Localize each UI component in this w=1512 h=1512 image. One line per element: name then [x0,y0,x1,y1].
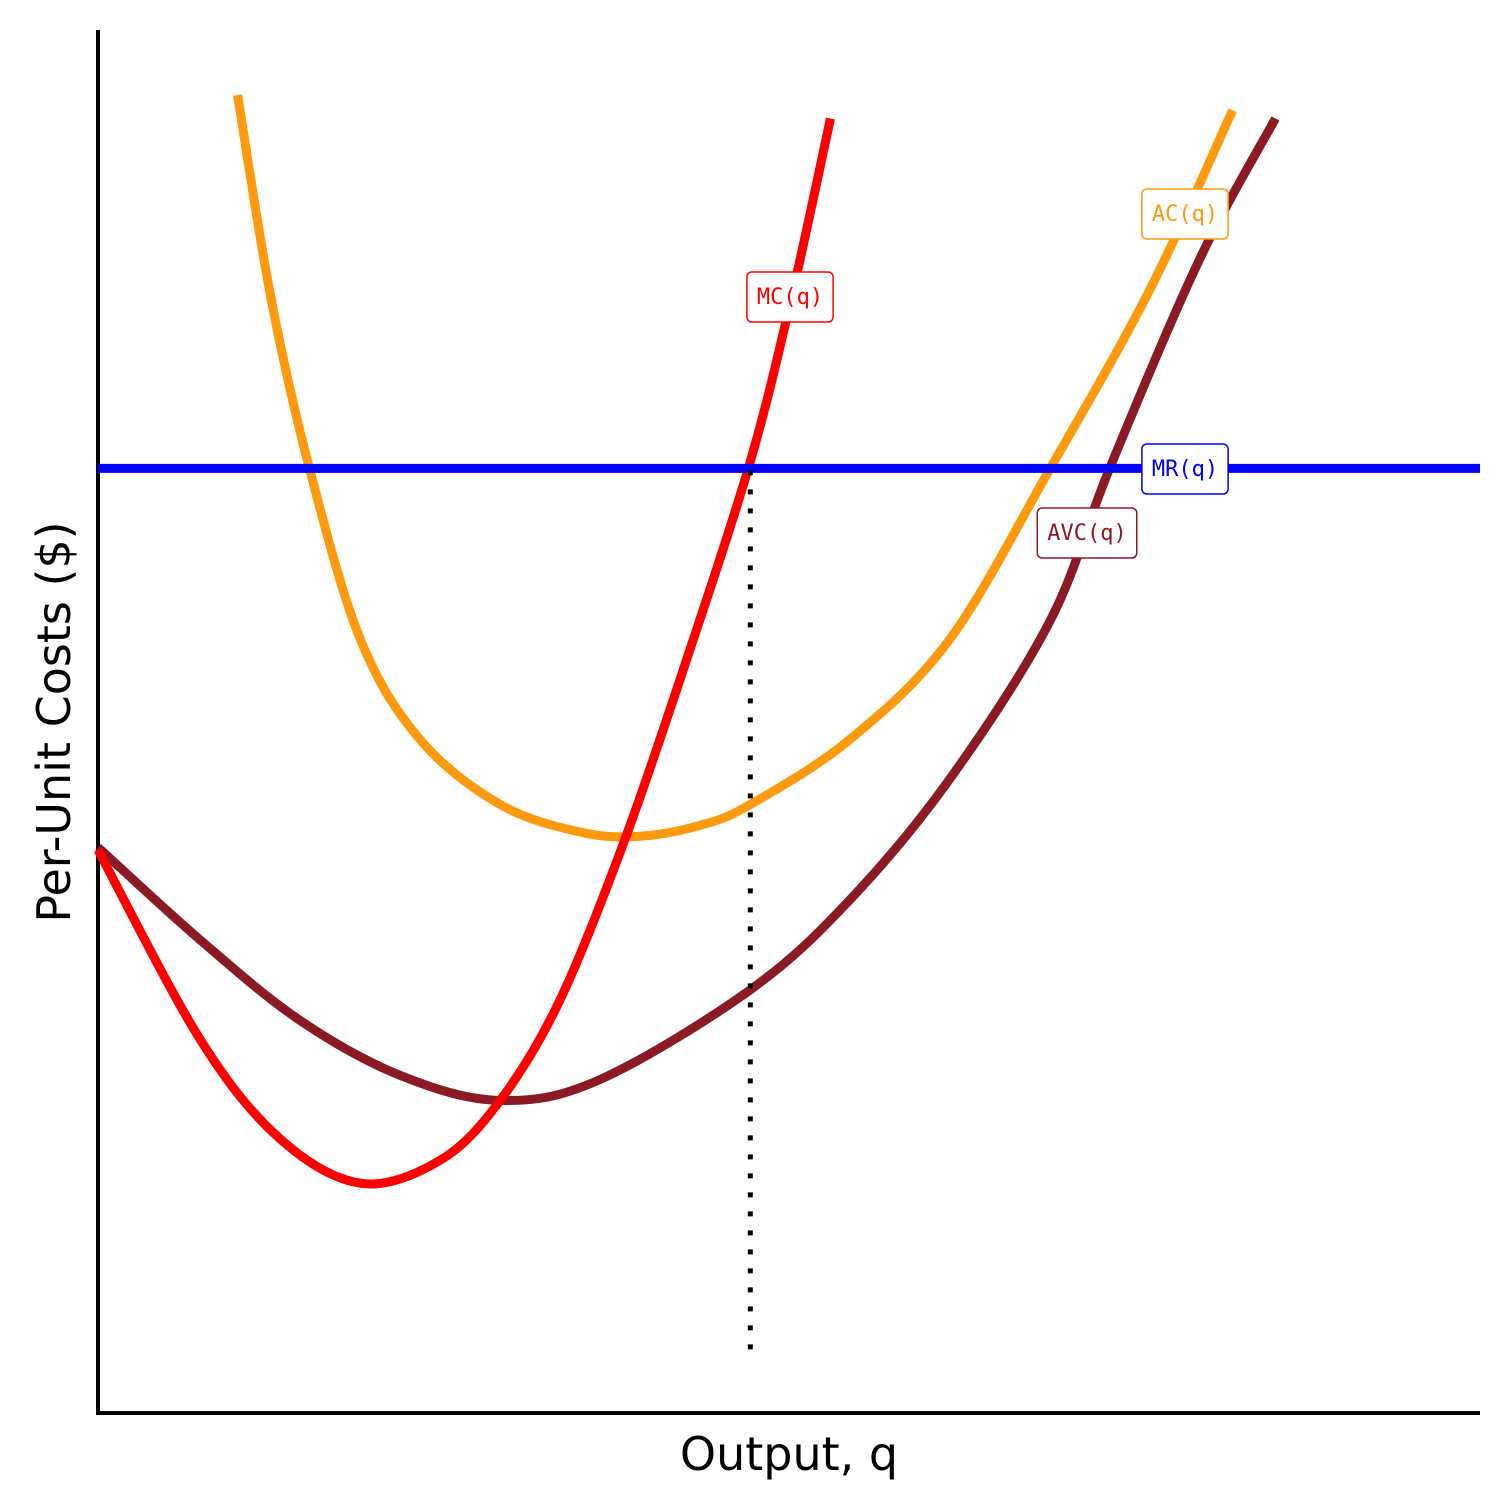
x-axis-title: Output, q [680,1427,898,1481]
y-axis-title: Per-Unit Costs ($) [27,521,81,922]
curve-label: AC(q) [1152,202,1218,227]
curve-label-box [746,271,834,323]
curve-label-box [1141,443,1229,495]
curve-label-group: MR(q) [1141,443,1229,495]
curve-label-box [1036,507,1138,559]
curve-label-group: AC(q) [1141,188,1229,240]
curve [94,116,1280,1106]
curve-label: MR(q) [1152,457,1218,482]
curve [94,117,835,1189]
curve-label-group: AVC(q) [1036,507,1138,559]
curve-label-group: MC(q) [746,271,834,323]
curve-label: AVC(q) [1047,521,1126,546]
curve-label-box [1141,188,1229,240]
curve-label: MC(q) [757,285,823,310]
